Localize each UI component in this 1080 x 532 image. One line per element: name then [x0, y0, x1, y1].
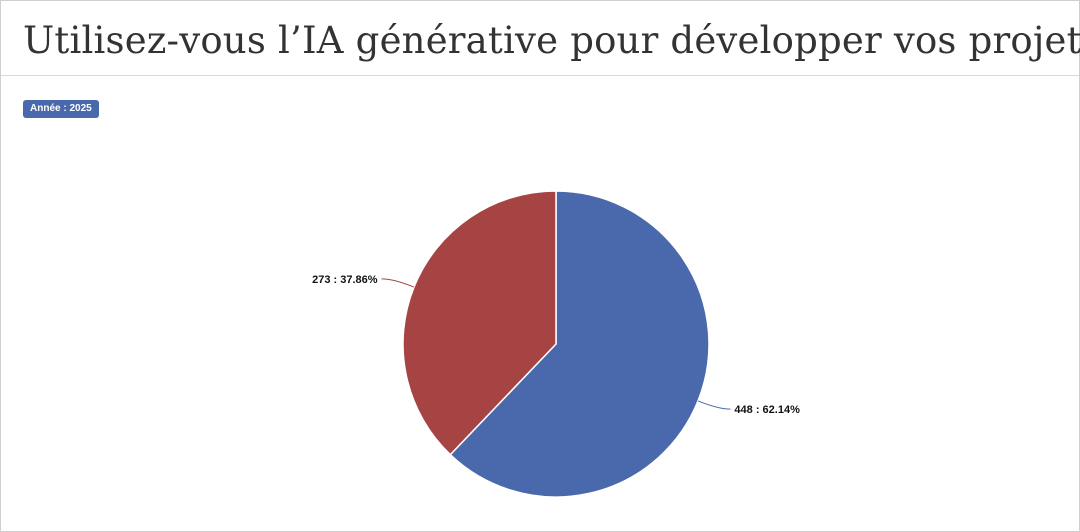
- title-divider: [1, 75, 1079, 76]
- pie-labels: 448 : 62.14% 273 : 37.86%: [312, 274, 800, 416]
- pie-slice-2[interactable]: [402, 190, 557, 456]
- pie-slice-label-2: 273 : 37.86%: [312, 274, 378, 286]
- pie-leader-lines: [381, 278, 731, 410]
- pie-slice-label-1: 448 : 62.14%: [734, 404, 800, 416]
- pie-leader-line-1: [697, 400, 731, 410]
- page-title: Utilisez-vous l’IA générative pour dével…: [23, 19, 1080, 62]
- pie-leader-line-2: [381, 278, 415, 288]
- year-badge[interactable]: Année : 2025: [23, 100, 99, 118]
- pie-slices: [402, 190, 710, 498]
